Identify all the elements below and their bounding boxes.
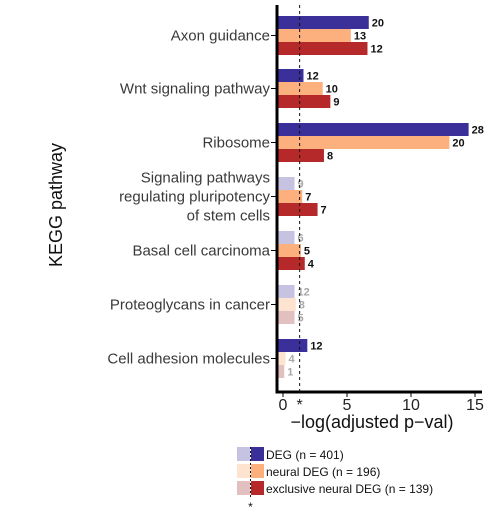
legend-label: neural DEG (n = 196) — [266, 465, 380, 479]
count-label: 8 — [299, 300, 305, 312]
bar-0-6 — [278, 339, 308, 352]
legend-footnote-star: * — [248, 500, 253, 512]
legend: DEG (n = 401) neural DEG (n = 196) exclusi… — [237, 447, 433, 514]
category-label: Ribosome — [202, 135, 270, 152]
bar-1-1 — [278, 82, 323, 95]
count-label: 8 — [327, 151, 333, 163]
bar-2-4 — [278, 257, 305, 270]
category-label: Cell adhesion molecules — [107, 351, 270, 368]
count-label: 10 — [326, 84, 338, 96]
bar-0-3 — [278, 177, 295, 190]
count-label: 20 — [372, 18, 384, 30]
bar-0-2 — [278, 123, 469, 136]
category-labels: Axon guidance Wnt signaling pathway Riboso… — [107, 28, 277, 368]
count-label: 13 — [354, 31, 366, 43]
bar-2-6 — [278, 365, 285, 378]
bar-1-5 — [278, 298, 296, 311]
category-label: Axon guidance — [171, 28, 270, 45]
bar-1-2 — [278, 136, 450, 149]
category-label: Basal cell carcinoma — [132, 243, 270, 260]
count-label: 20 — [452, 138, 464, 150]
bar-2-0 — [278, 42, 368, 55]
legend-swatch — [251, 481, 264, 495]
bar-1-4 — [278, 244, 301, 257]
category-label: Signaling pathways regulating pluripotenc… — [119, 170, 270, 225]
threshold-star: * — [297, 397, 303, 414]
x-axis-title: −log(adjusted p−val) — [290, 412, 453, 432]
bar-1-3 — [278, 190, 303, 203]
legend-swatch — [251, 447, 264, 461]
bar-2-1 — [278, 95, 331, 108]
legend-swatch-faded — [237, 464, 250, 478]
x-tick-label: 10 — [402, 397, 420, 414]
count-label: 9 — [298, 179, 304, 191]
legend-label: exclusive neural DEG (n = 139) — [266, 482, 433, 496]
x-tick-label: 15 — [466, 397, 484, 414]
count-label: 6 — [298, 233, 304, 245]
y-axis-title: KEGG pathway — [46, 143, 66, 267]
legend-swatch — [251, 464, 264, 478]
count-label: 12 — [298, 287, 310, 299]
bar-2-3 — [278, 203, 318, 216]
bar-2-2 — [278, 149, 324, 162]
count-label: 5 — [298, 313, 304, 325]
bar-1-6 — [278, 352, 286, 365]
bar-0-0 — [278, 16, 369, 29]
bar-0-5 — [278, 285, 295, 298]
legend-swatch-faded — [237, 447, 250, 461]
bar-2-5 — [278, 311, 295, 324]
count-label: 28 — [472, 125, 484, 137]
count-label: 7 — [305, 192, 311, 204]
x-tick-label: 0 — [279, 397, 288, 414]
count-label: 1 — [287, 367, 293, 379]
count-label: 4 — [308, 259, 315, 271]
count-label: 7 — [321, 205, 327, 217]
count-label: 12 — [310, 341, 322, 353]
bar-1-0 — [278, 29, 351, 42]
category-label: Proteoglycans in cancer — [110, 297, 270, 314]
count-label: 12 — [306, 71, 318, 83]
count-label: 12 — [370, 44, 382, 56]
x-tick-label: 5 — [343, 397, 352, 414]
bar-0-4 — [278, 231, 295, 244]
count-label: 5 — [304, 246, 310, 258]
legend-label: DEG (n = 401) — [266, 448, 344, 462]
category-label: Wnt signaling pathway — [120, 81, 271, 98]
legend-swatch-faded — [237, 481, 250, 495]
bar-0-1 — [278, 69, 304, 82]
x-axis: *0 5 10 15 — [275, 5, 484, 414]
count-label: 9 — [333, 97, 339, 109]
count-label: 4 — [289, 354, 296, 366]
